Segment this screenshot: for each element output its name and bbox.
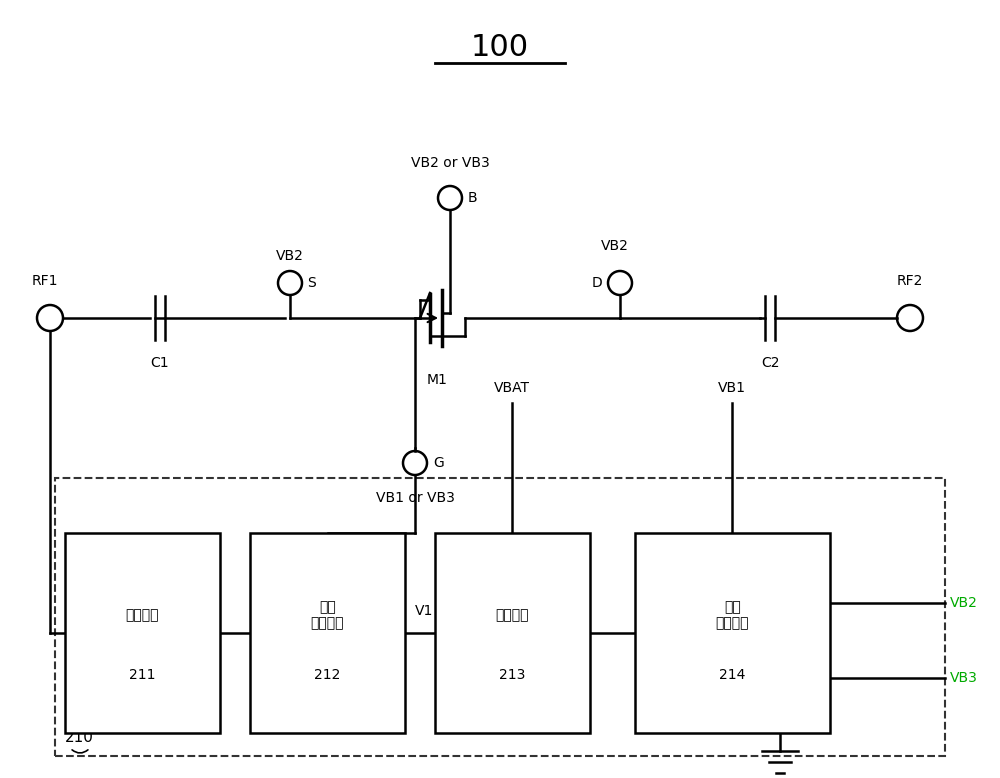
Text: C2: C2 — [761, 356, 779, 370]
Text: VB2 or VB3: VB2 or VB3 — [411, 156, 489, 170]
Text: VB2: VB2 — [601, 239, 629, 253]
Text: 低通
滤波电路: 低通 滤波电路 — [311, 600, 344, 630]
Text: VBAT: VBAT — [494, 381, 530, 395]
Text: 211: 211 — [129, 668, 156, 682]
Text: VB2: VB2 — [950, 596, 978, 610]
Text: V1: V1 — [415, 604, 433, 618]
Text: M1: M1 — [427, 373, 447, 387]
Bar — [635, 533, 830, 733]
Text: 213: 213 — [499, 668, 526, 682]
Text: VB2: VB2 — [276, 249, 304, 263]
Text: 电压
转换电路: 电压 转换电路 — [716, 600, 749, 630]
Text: D: D — [591, 276, 602, 290]
Text: C1: C1 — [151, 356, 169, 370]
Text: 相加电路: 相加电路 — [496, 608, 529, 622]
Text: G: G — [433, 456, 444, 470]
Text: RF1: RF1 — [32, 274, 58, 288]
Text: 214: 214 — [719, 668, 746, 682]
Text: B: B — [468, 191, 478, 205]
Text: 100: 100 — [471, 33, 529, 62]
Bar — [250, 533, 405, 733]
Text: 210: 210 — [65, 731, 94, 745]
Text: VB1 or VB3: VB1 or VB3 — [376, 491, 454, 505]
Text: VB3: VB3 — [950, 671, 978, 685]
Bar — [55, 478, 945, 756]
Text: 整流电路: 整流电路 — [126, 608, 159, 622]
Bar — [65, 533, 220, 733]
Bar — [435, 533, 590, 733]
Text: RF2: RF2 — [897, 274, 923, 288]
Text: S: S — [307, 276, 316, 290]
Text: VB1: VB1 — [718, 381, 746, 395]
Text: 212: 212 — [314, 668, 341, 682]
